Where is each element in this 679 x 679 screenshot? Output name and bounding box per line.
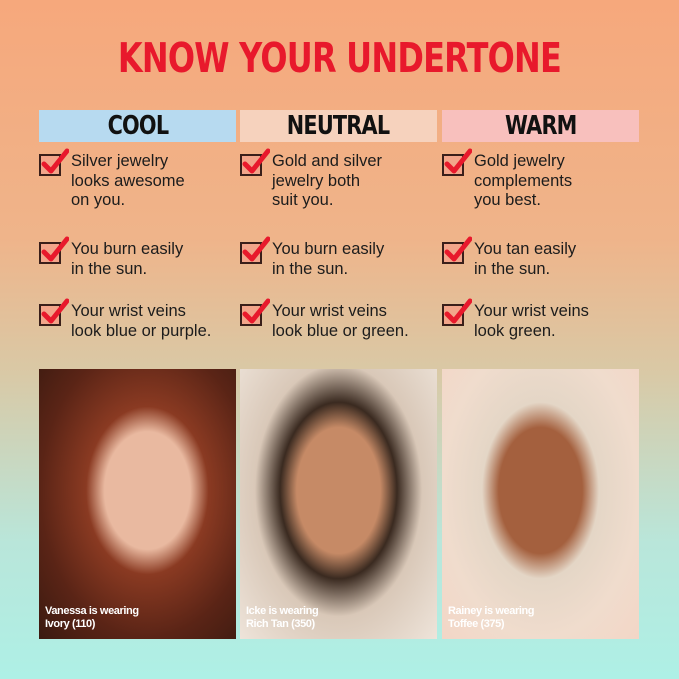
checkbox-checked-icon — [39, 236, 69, 264]
checklist-text: Your wrist veins look blue or green. — [272, 302, 409, 340]
checkbox-checked-icon — [240, 298, 270, 326]
checkbox-checked-icon — [442, 298, 472, 326]
checklist-item: Your wrist veins look blue or purple. — [39, 298, 212, 341]
column-header: WARM — [442, 110, 639, 142]
column-header: COOL — [39, 110, 236, 142]
checkbox-checked-icon — [442, 148, 472, 176]
checklist-item: You tan easily in the sun. — [442, 236, 577, 279]
photo-caption: Icke is wearing Rich Tan (350) — [246, 605, 319, 630]
checklist-text: Gold and silver jewelry both suit you. — [272, 152, 383, 209]
checklist-item: Gold and silver jewelry both suit you. — [240, 148, 383, 211]
checklist-item: Silver jewelry looks awesome on you. — [39, 148, 185, 211]
checkbox-checked-icon — [240, 236, 270, 264]
photo-caption: Rainey is wearing Toffee (375) — [448, 605, 535, 630]
column-neutral: NEUTRAL Gold and silver jewelry both sui… — [240, 110, 437, 340]
checklist-text: Gold jewelry complements you best. — [474, 152, 573, 209]
checklist-item: Gold jewelry complements you best. — [442, 148, 573, 211]
photo-caption: Vanessa is wearing Ivory (110) — [45, 605, 139, 630]
column-warm: WARM Gold jewelry complements you best. … — [442, 110, 639, 340]
checklist-text: You tan easily in the sun. — [474, 240, 577, 278]
model-photo: Icke is wearing Rich Tan (350) — [240, 369, 437, 639]
checklist-item: You burn easily in the sun. — [39, 236, 184, 279]
checklist-item: Your wrist veins look blue or green. — [240, 298, 409, 341]
checklist-text: Silver jewelry looks awesome on you. — [71, 152, 185, 209]
checklist-item: Your wrist veins look green. — [442, 298, 589, 341]
column-cool: COOL Silver jewelry looks awesome on you… — [39, 110, 236, 340]
model-photo: Rainey is wearing Toffee (375) — [442, 369, 639, 639]
checklist-text: Your wrist veins look blue or purple. — [71, 302, 212, 340]
checkbox-checked-icon — [442, 236, 472, 264]
checklist-text: Your wrist veins look green. — [474, 302, 589, 340]
checklist-item: You burn easily in the sun. — [240, 236, 385, 279]
model-photo: Vanessa is wearing Ivory (110) — [39, 369, 236, 639]
checklist-text: You burn easily in the sun. — [71, 240, 184, 278]
column-header: NEUTRAL — [240, 110, 437, 142]
checkbox-checked-icon — [240, 148, 270, 176]
checkbox-checked-icon — [39, 298, 69, 326]
checkbox-checked-icon — [39, 148, 69, 176]
checklist-text: You burn easily in the sun. — [272, 240, 385, 278]
page-title: KNOW YOUR UNDERTONE — [117, 34, 562, 82]
